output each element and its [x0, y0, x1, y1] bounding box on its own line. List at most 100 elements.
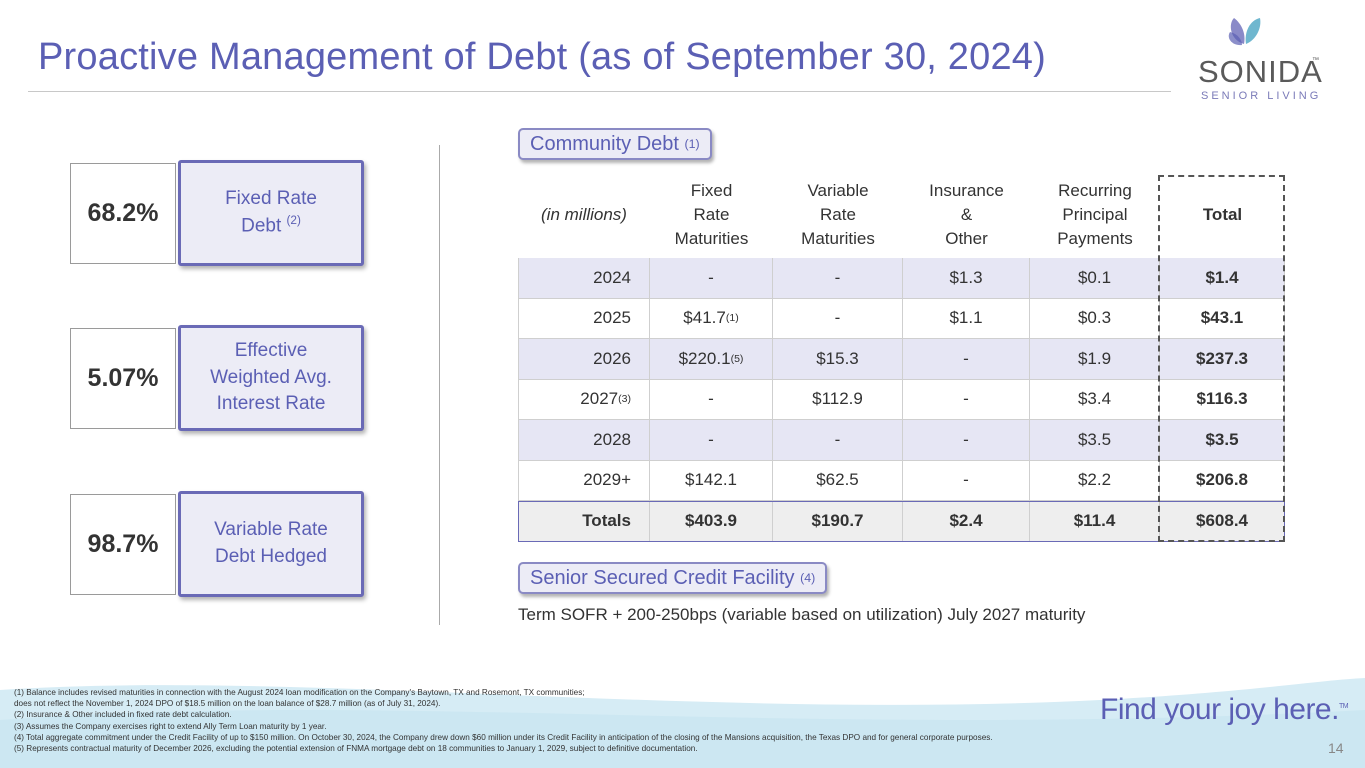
table-cell: $15.3: [773, 339, 903, 380]
table-cell: -: [903, 460, 1030, 501]
table-cell: $0.1: [1030, 258, 1160, 299]
cell-note: (3): [618, 393, 631, 406]
logo-tagline: SENIOR LIVING: [1201, 90, 1321, 102]
table-cell: $112.9: [773, 379, 903, 420]
table-cell: $62.5: [773, 460, 903, 501]
header-cell: Insurance & Other: [903, 172, 1030, 258]
footnote: (4) Total aggregate commitment under the…: [14, 732, 993, 742]
line: Maturities: [674, 228, 749, 248]
header-text: Fixed Rate Maturities: [675, 179, 749, 250]
heading: Senior Secured Credit Facility: [530, 566, 795, 589]
table-cell: $2.2: [1030, 460, 1160, 501]
line: Fixed: [690, 181, 733, 201]
header-text: Recurring Principal Payments: [1057, 179, 1133, 250]
credit-facility-text: Term SOFR + 200-250bps (variable based o…: [518, 605, 1086, 624]
table-cell: -: [773, 420, 903, 461]
logo-tm: ™: [1312, 57, 1319, 64]
line: Payments: [1057, 228, 1133, 248]
cell-note: (1): [725, 312, 739, 325]
line: Interest Rate: [216, 393, 326, 415]
totals-cell: $403.9: [650, 501, 773, 542]
line: Debt: [241, 215, 282, 237]
stat-label: Variable Rate Debt Hedged: [178, 491, 364, 597]
label-text: Variable Rate Debt Hedged: [214, 517, 328, 570]
note: (4): [800, 571, 816, 585]
table-cell: $116.3: [1160, 379, 1285, 420]
line: (in millions): [541, 205, 627, 225]
label-text: Effective Weighted Avg. Interest Rate: [210, 338, 332, 418]
footnote: (2) Insurance & Other included in fixed …: [14, 710, 232, 720]
totals-cell: $11.4: [1030, 501, 1160, 542]
table-cell: $206.8: [1160, 460, 1285, 501]
totals-cell: Totals: [518, 501, 650, 542]
line: Rate: [693, 205, 730, 225]
line: Variable: [807, 181, 869, 201]
stat-label: Fixed Rate Debt (2): [178, 160, 364, 266]
stat-value: 5.07%: [70, 328, 176, 429]
table-cell: 2024: [518, 258, 650, 299]
footnote: (3) Assumes the Company exercises right …: [14, 721, 327, 731]
footnote: (5) Represents contractual maturity of D…: [14, 744, 698, 753]
table-cell: -: [650, 379, 773, 420]
line: Variable Rate: [214, 519, 328, 541]
logo-name: SONIDA: [1198, 54, 1323, 89]
table-cell: -: [773, 298, 903, 339]
cell-note: (5): [730, 352, 744, 365]
table-cell: -: [650, 420, 773, 461]
table-cell: $41.7 (1): [650, 298, 773, 339]
table-cell: -: [650, 258, 773, 299]
line: Other: [945, 228, 988, 248]
table-cell: -: [903, 420, 1030, 461]
cell-text: $220.1: [678, 348, 731, 368]
logo: SONIDA ™ SENIOR LIVING: [1198, 18, 1323, 102]
table-cell: 2029+: [518, 460, 650, 501]
line: Weighted Avg.: [210, 366, 332, 388]
line: Recurring: [1058, 181, 1132, 201]
line: Fixed Rate: [225, 188, 317, 210]
table-cell: -: [903, 379, 1030, 420]
heading: Community Debt: [530, 132, 679, 155]
table-cell: -: [903, 339, 1030, 380]
totals-cell: $608.4: [1160, 501, 1285, 542]
table-cell: 2027 (3): [518, 379, 650, 420]
stat-value: 98.7%: [70, 494, 176, 595]
divider: [439, 145, 440, 625]
page-number: 14: [1328, 740, 1344, 756]
slogan-text: Find your joy here.: [1100, 693, 1339, 726]
slide-title: Proactive Management of Debt (as of Sept…: [38, 36, 1046, 78]
table-cell: $0.3: [1030, 298, 1160, 339]
label-text: Fixed Rate Debt (2): [225, 186, 317, 240]
table-cell: 2026: [518, 339, 650, 380]
table-cell: -: [773, 258, 903, 299]
header-text: Total: [1203, 203, 1242, 227]
table-cell: $3.5: [1030, 420, 1160, 461]
table-cell: 2028: [518, 420, 650, 461]
table-cell: $3.4: [1030, 379, 1160, 420]
line: Principal: [1062, 205, 1128, 225]
note: (1): [684, 137, 700, 151]
line: Effective: [234, 340, 308, 362]
title-rule: [28, 91, 1171, 92]
slogan: Find your joy here.TM: [1100, 693, 1349, 727]
table-cell: $1.3: [903, 258, 1030, 299]
stat-label: Effective Weighted Avg. Interest Rate: [178, 325, 364, 431]
community-debt-pill: Community Debt (1): [518, 128, 712, 160]
header-cell: Fixed Rate Maturities: [650, 172, 773, 258]
cell-text: $41.7: [683, 308, 726, 328]
line: Debt Hedged: [215, 546, 327, 567]
line: &: [960, 205, 973, 225]
stat-value: 68.2%: [70, 163, 176, 264]
slogan-tm: TM: [1338, 703, 1349, 710]
header-text: Variable Rate Maturities: [801, 179, 875, 250]
line: Insurance: [929, 181, 1004, 201]
footer-wave: [0, 678, 1365, 768]
totals-cell: $2.4: [903, 501, 1030, 542]
table-cell: $220.1 (5): [650, 339, 773, 380]
header-text: (in millions): [541, 203, 627, 227]
table-cell: $1.1: [903, 298, 1030, 339]
line: Total: [1202, 205, 1243, 225]
credit-facility-pill: Senior Secured Credit Facility (4): [518, 562, 828, 594]
table-cell: $1.4: [1160, 258, 1285, 299]
table-cell: 2025: [518, 298, 650, 339]
line: Rate: [820, 205, 856, 225]
